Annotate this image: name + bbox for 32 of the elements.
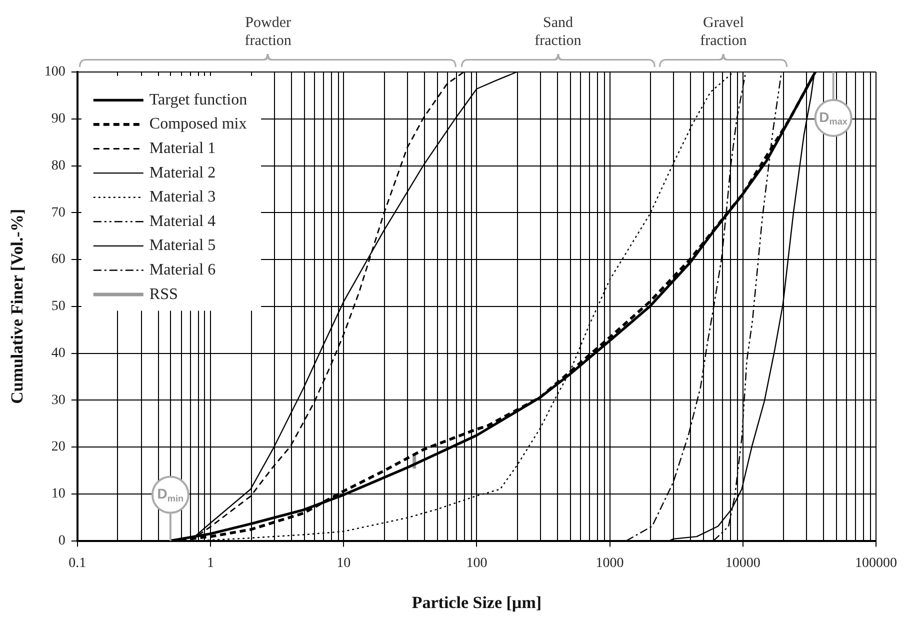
x-tick-label: 0.1 — [68, 556, 86, 571]
legend-label: Material 6 — [149, 261, 216, 278]
legend-label: Material 1 — [149, 140, 216, 157]
x-axis-title: Particle Size [µm] — [412, 593, 542, 612]
y-tick-label: 40 — [51, 346, 66, 361]
y-tick-label: 50 — [51, 299, 66, 314]
legend-label: Target function — [149, 91, 248, 108]
text: Powder fraction — [244, 14, 292, 50]
y-tick-label: 0 — [58, 533, 66, 548]
y-tick-label: 100 — [44, 64, 66, 80]
legend-label: Composed mix — [149, 116, 247, 133]
y-tick-label: 20 — [51, 440, 66, 455]
legend-label: Material 3 — [149, 188, 216, 206]
y-tick-label: 80 — [51, 158, 66, 174]
legend-label: Material 4 — [149, 212, 216, 230]
legend-label: Material 5 — [149, 237, 216, 254]
x-tick-label: 10 — [336, 556, 351, 571]
x-tick-label: 100 — [466, 556, 488, 571]
y-tick-label: 60 — [51, 252, 66, 268]
x-tick-label: 1 — [207, 556, 214, 571]
y-tick-label: 90 — [51, 112, 66, 127]
y-tick-label: 70 — [51, 205, 66, 220]
y-tick-label: 30 — [51, 392, 66, 408]
y-axis-title: Cumulative Finer [Vol.-%] — [8, 208, 27, 404]
text: Gravel fraction — [699, 14, 748, 50]
x-tick-label: 10000 — [725, 556, 760, 571]
x-tick-label: 1000 — [596, 556, 624, 571]
legend-label: RSS — [149, 286, 178, 303]
legend-label: Material 2 — [149, 164, 216, 182]
x-tick-label: 100000 — [855, 556, 897, 571]
text: Sand fraction — [534, 14, 582, 50]
y-tick-label: 10 — [51, 486, 66, 502]
